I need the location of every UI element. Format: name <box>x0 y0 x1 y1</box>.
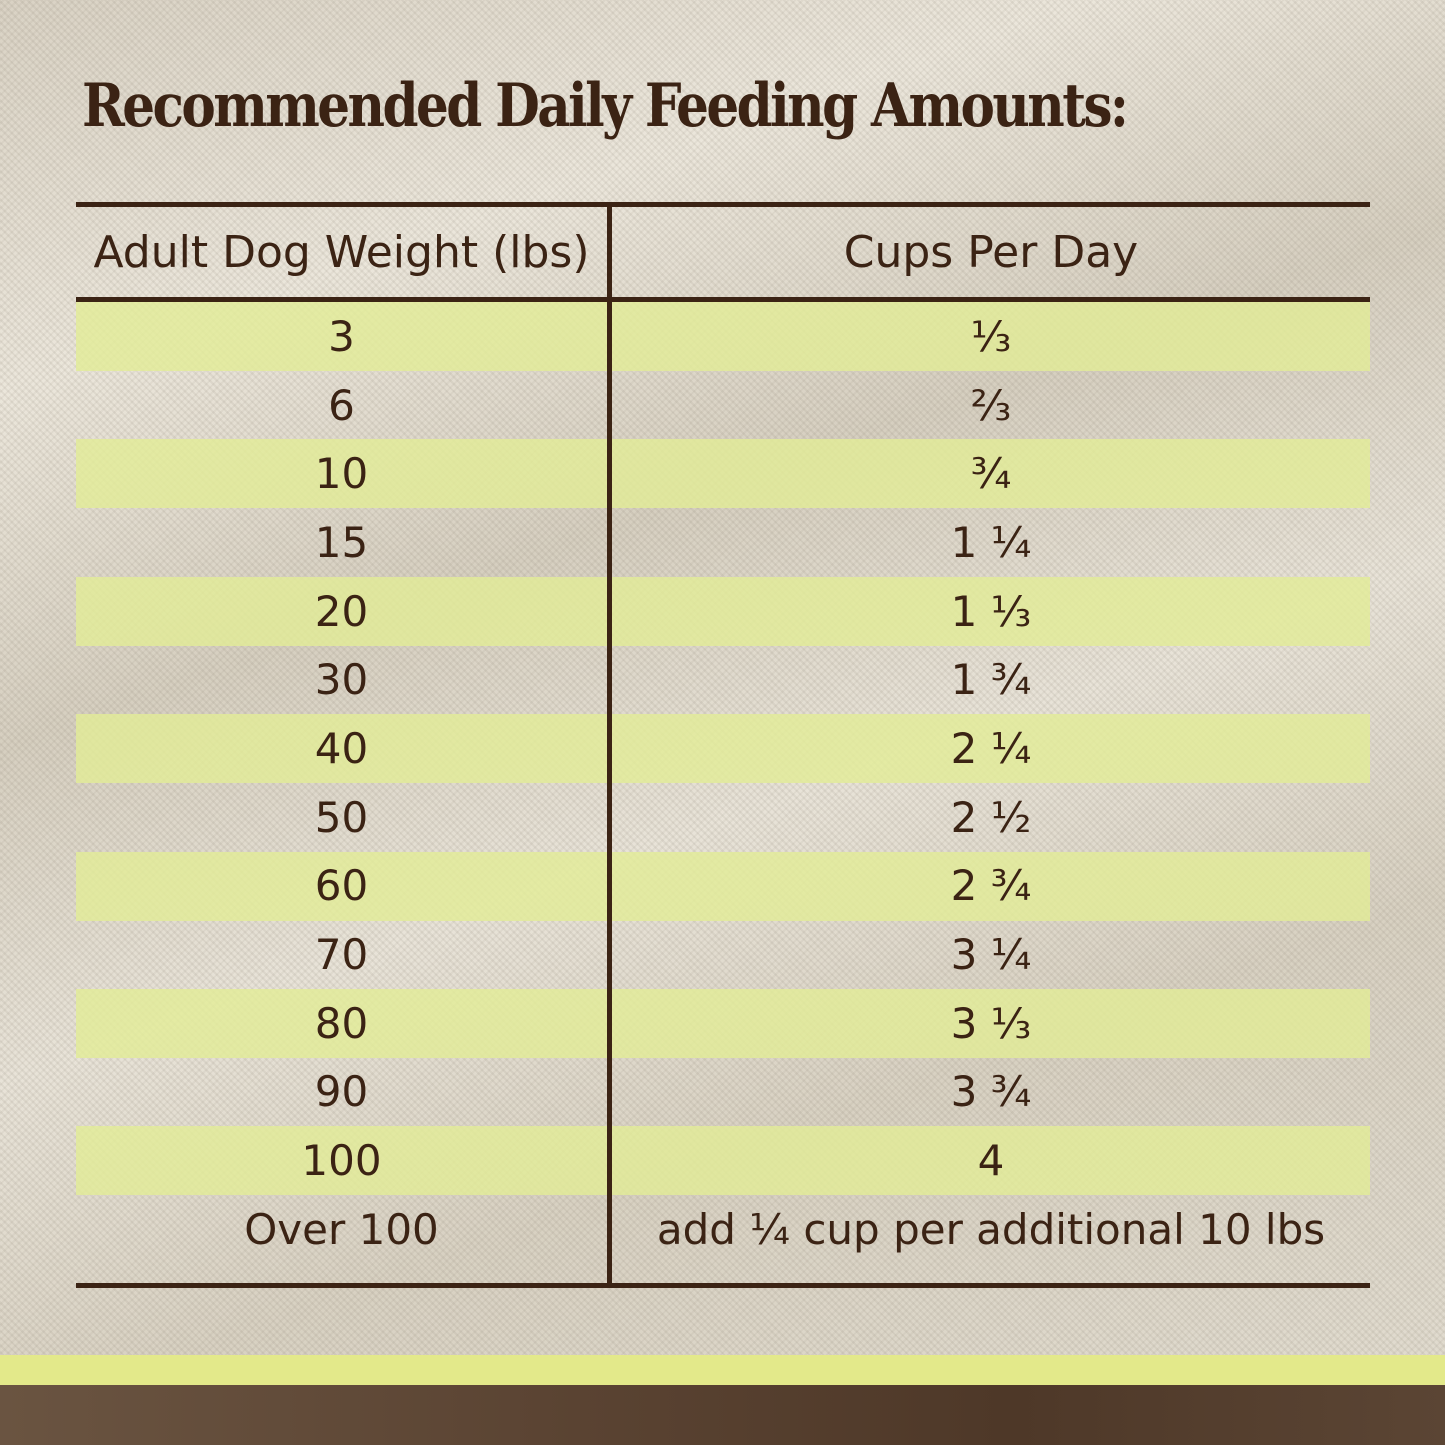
table-bottom-border <box>76 1283 1370 1288</box>
table-row: 90 3 ¾ <box>76 1058 1370 1127</box>
table-row: Over 100 add ¼ cup per additional 10 lbs <box>76 1195 1370 1264</box>
weight-cell: 15 <box>314 517 369 567</box>
table-row: 30 1 ¾ <box>76 645 1370 714</box>
weight-cell: 70 <box>314 930 369 980</box>
table-row: 100 4 <box>76 1126 1370 1196</box>
feeding-table: Adult Dog Weight (lbs) Cups Per Day 3 ⅓ … <box>76 202 1370 1288</box>
column-divider <box>607 202 612 1288</box>
cups-cell: 1 ¼ <box>950 517 1032 567</box>
cups-cell: 3 ¾ <box>950 1067 1032 1117</box>
column-header-cups: Cups Per Day <box>843 226 1139 278</box>
footer-brown-band <box>0 1385 1445 1445</box>
weight-cell: 90 <box>314 1067 369 1117</box>
table-row: 60 2 ¾ <box>76 851 1370 921</box>
cups-cell: 2 ½ <box>950 792 1032 842</box>
header-divider <box>76 297 1370 302</box>
cups-cell: 1 ⅓ <box>950 586 1032 636</box>
table-row: 10 ¾ <box>76 439 1370 509</box>
column-header-weight: Adult Dog Weight (lbs) <box>93 226 590 278</box>
cups-cell: add ¼ cup per additional 10 lbs <box>656 1204 1326 1254</box>
table-top-border <box>76 202 1370 207</box>
table-row: 40 2 ¼ <box>76 714 1370 784</box>
cups-cell: 2 ¼ <box>950 723 1032 773</box>
weight-cell: 40 <box>314 723 369 773</box>
weight-cell: 30 <box>314 655 369 705</box>
weight-cell: 80 <box>314 998 369 1048</box>
footer-lime-band <box>0 1355 1445 1385</box>
cups-cell: 4 <box>977 1136 1005 1186</box>
cups-cell: 2 ¾ <box>950 861 1032 911</box>
weight-cell: 3 <box>328 311 355 361</box>
cups-cell: 1 ¾ <box>950 655 1032 705</box>
table-row: 80 3 ⅓ <box>76 988 1370 1058</box>
cups-cell: 3 ¼ <box>950 930 1032 980</box>
table-row: 3 ⅓ <box>76 302 1370 371</box>
table-row: 6 ⅔ <box>76 371 1370 440</box>
weight-cell: 20 <box>314 586 369 636</box>
weight-cell: Over 100 <box>244 1204 439 1254</box>
weight-cell: 60 <box>314 861 369 911</box>
weight-cell: 10 <box>314 449 369 499</box>
cups-cell: ⅔ <box>970 380 1012 430</box>
table-row: 70 3 ¼ <box>76 920 1370 989</box>
weight-cell: 6 <box>328 380 355 430</box>
cups-cell: ⅓ <box>970 311 1012 361</box>
page-title: Recommended Daily Feeding Amounts: <box>82 71 1129 141</box>
cups-cell: ¾ <box>970 449 1012 499</box>
table-row: 50 2 ½ <box>76 783 1370 852</box>
table-body: 3 ⅓ 6 ⅔ 10 ¾ 15 1 ¼ 20 1 ⅓ 30 1 ¾ 40 2 ¼… <box>76 302 1370 1264</box>
table-row: 20 1 ⅓ <box>76 576 1370 646</box>
weight-cell: 50 <box>314 792 369 842</box>
weight-cell: 100 <box>301 1136 382 1186</box>
cups-cell: 3 ⅓ <box>950 998 1032 1048</box>
table-row: 15 1 ¼ <box>76 508 1370 577</box>
